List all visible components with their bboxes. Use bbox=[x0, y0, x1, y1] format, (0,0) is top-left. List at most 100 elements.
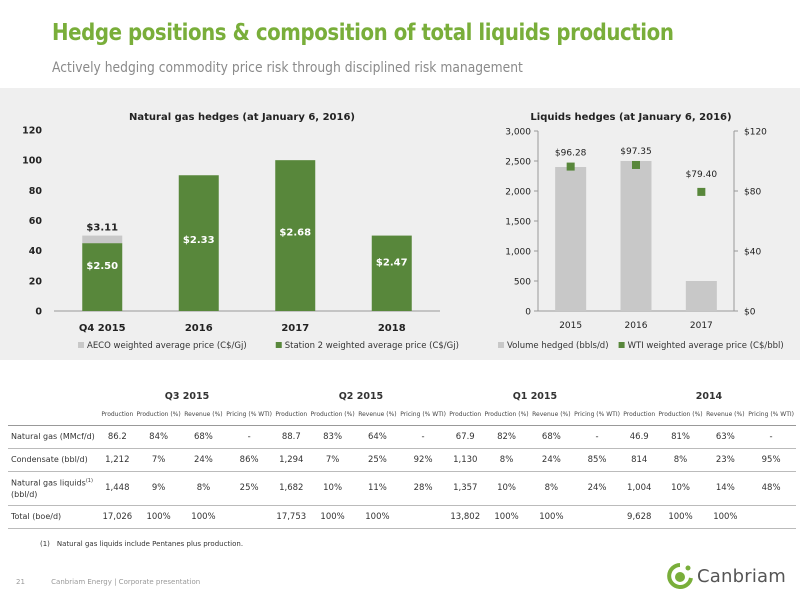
column-header: Production (%) bbox=[308, 405, 357, 426]
legend-swatch bbox=[498, 342, 504, 348]
table-cell: - bbox=[224, 425, 274, 449]
y-tick-label: 80 bbox=[29, 186, 43, 197]
data-label-station2: $2.68 bbox=[279, 228, 311, 239]
chart-title: Liquids hedges (at January 6, 2016) bbox=[530, 112, 731, 123]
data-label-station2: $2.33 bbox=[183, 235, 215, 246]
point-wti-price bbox=[566, 162, 575, 171]
bar-volume-hedged bbox=[620, 161, 652, 311]
table-cell: 25% bbox=[224, 471, 274, 506]
table-cell: 7% bbox=[308, 448, 357, 472]
column-header: Production (%) bbox=[656, 405, 705, 426]
table-cell: 8% bbox=[482, 448, 531, 472]
x-tick-label: Q4 2015 bbox=[79, 323, 126, 334]
x-tick-label: 2015 bbox=[559, 321, 582, 331]
table-cell: 1,357 bbox=[447, 471, 483, 506]
table-cell: 10% bbox=[308, 471, 357, 506]
table-cell: - bbox=[572, 425, 622, 449]
table-cell: 100% bbox=[182, 505, 225, 529]
table-cell: 100% bbox=[308, 505, 357, 529]
y2-tick-label: $0 bbox=[744, 308, 756, 318]
footer: 21 Canbriam Energy | Corporate presentat… bbox=[16, 578, 200, 586]
table-row: Total (boe/d) 17,026 100% 100% 17,753 100% 100… bbox=[8, 505, 796, 529]
table-cell: 1,294 bbox=[273, 448, 309, 472]
x-tick-label: 2018 bbox=[378, 323, 406, 334]
page-title: Hedge positions & composition of total l… bbox=[52, 20, 674, 46]
chart-title: Natural gas hedges (at January 6, 2016) bbox=[129, 112, 355, 123]
bar-station2 bbox=[275, 160, 316, 311]
logo-mark-icon bbox=[667, 563, 693, 589]
table-cell bbox=[224, 505, 274, 529]
column-header: Production bbox=[100, 405, 135, 426]
table-cell: 68% bbox=[530, 425, 573, 449]
table-cell: - bbox=[398, 425, 448, 449]
table-cell: 1,130 bbox=[447, 448, 483, 472]
table-body: Natural gas (MMcf/d) 86.2 84% 68% -88.7 83% 64… bbox=[8, 425, 796, 529]
table-cell: 86% bbox=[224, 448, 274, 472]
logo-text: Canbriam bbox=[697, 565, 786, 587]
table-cell: 63% bbox=[704, 425, 747, 449]
legend-swatch bbox=[78, 342, 84, 348]
data-label-wti: $96.28 bbox=[555, 149, 587, 159]
table-cell: 8% bbox=[530, 471, 573, 506]
y-tick-label: 1,500 bbox=[505, 218, 531, 228]
table-cell: 64% bbox=[356, 425, 399, 449]
column-header: Revenue (%) bbox=[356, 405, 399, 426]
y-tick-label: 500 bbox=[514, 278, 531, 288]
y-tick-label: 2,000 bbox=[505, 188, 531, 198]
table-cell: 24% bbox=[182, 448, 225, 472]
y2-tick-label: $80 bbox=[744, 188, 761, 198]
data-label-wti: $97.35 bbox=[620, 147, 652, 157]
table-cell: 24% bbox=[572, 471, 622, 506]
table-cell: 84% bbox=[134, 425, 183, 449]
table-cell: 1,004 bbox=[621, 471, 657, 506]
column-header: Revenue (%) bbox=[704, 405, 747, 426]
group-header: Q3 2015 bbox=[164, 391, 210, 402]
column-header: Pricing (% WTI) bbox=[572, 405, 622, 426]
table-cell: 100% bbox=[704, 505, 747, 529]
table-cell: 7% bbox=[134, 448, 183, 472]
point-wti-price bbox=[697, 187, 706, 196]
table-cell: 100% bbox=[356, 505, 399, 529]
table-row: Natural gas liquids(1) (bbl/d) 1,448 9% 8% 25… bbox=[8, 471, 796, 506]
table-cell: 1,448 bbox=[100, 471, 135, 506]
y-tick-label: 1,000 bbox=[505, 248, 531, 258]
table-cell bbox=[572, 505, 622, 529]
y-tick-label: 2,500 bbox=[505, 158, 531, 168]
bar-volume-hedged bbox=[555, 167, 587, 311]
column-header: Production (%) bbox=[482, 405, 531, 426]
column-header: Pricing (% WTI) bbox=[398, 405, 448, 426]
table-cell: 100% bbox=[134, 505, 183, 529]
table-cell: 17,753 bbox=[273, 505, 309, 529]
table-cell: 1,682 bbox=[273, 471, 309, 506]
x-tick-label: 2016 bbox=[185, 323, 213, 334]
table-cell: 9,628 bbox=[621, 505, 657, 529]
table-cell: 14% bbox=[704, 471, 747, 506]
y-tick-label: 0 bbox=[35, 307, 42, 318]
footnote-marker: (1) bbox=[85, 478, 93, 485]
table-cell: 23% bbox=[704, 448, 747, 472]
row-label: Total (boe/d) bbox=[8, 505, 100, 529]
footer-text: Canbriam Energy | Corporate presentation bbox=[51, 578, 201, 586]
table-cell bbox=[746, 505, 796, 529]
table-cell: 25% bbox=[356, 448, 399, 472]
bar-aeco bbox=[82, 235, 123, 244]
legend-label: WTI weighted average price (C$/bbl) bbox=[628, 341, 784, 351]
production-table: Q3 2015 Q2 2015 Q1 2015 2014 Production P… bbox=[8, 388, 796, 529]
table-cell: 82% bbox=[482, 425, 531, 449]
table-subheader-row: Production Production (%) Revenue (%) Prici… bbox=[8, 405, 796, 426]
y-tick-label: 20 bbox=[29, 276, 43, 287]
table-cell: 13,802 bbox=[447, 505, 483, 529]
table-cell: 68% bbox=[182, 425, 225, 449]
chart-band bbox=[0, 88, 800, 360]
data-label-station2: $2.50 bbox=[86, 261, 118, 272]
table-cell: 88.7 bbox=[273, 425, 309, 449]
point-wti-price bbox=[632, 160, 640, 169]
row-label: Natural gas liquids(1) (bbl/d) bbox=[8, 471, 100, 506]
y-tick-label: 100 bbox=[22, 156, 42, 167]
row-label: Natural gas (MMcf/d) bbox=[8, 425, 100, 449]
table-cell: 24% bbox=[530, 448, 573, 472]
y-tick-label: 3,000 bbox=[505, 128, 531, 138]
x-tick-label: 2017 bbox=[690, 321, 713, 331]
table-cell: 83% bbox=[308, 425, 357, 449]
canbriam-logo: Canbriam bbox=[667, 562, 786, 590]
